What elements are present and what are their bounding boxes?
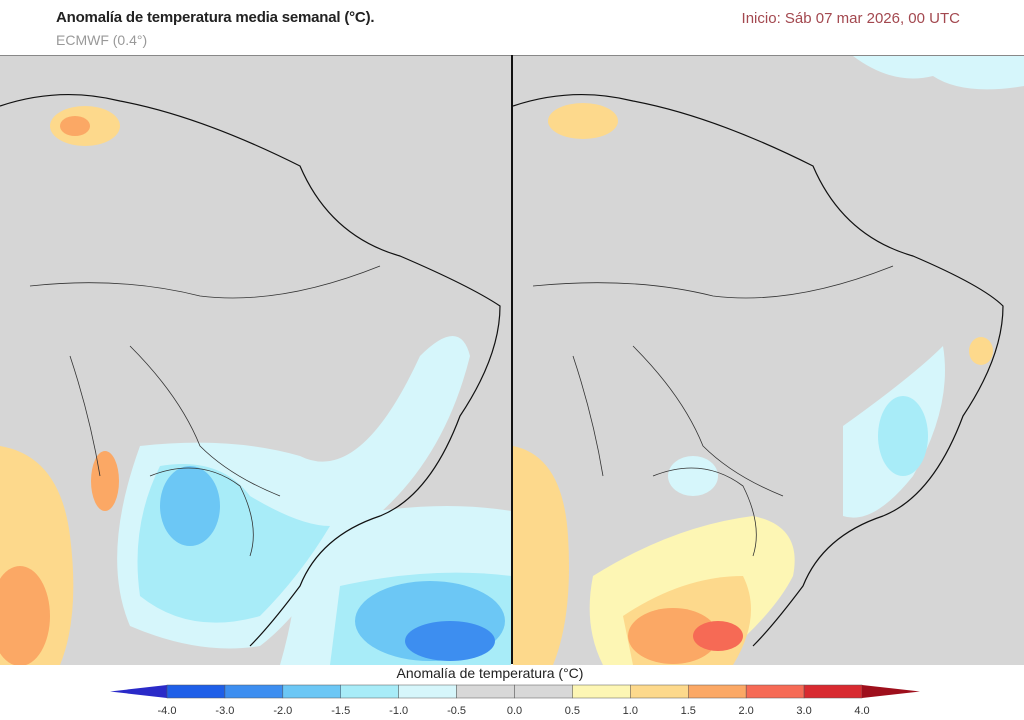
colorbar-tick-label: -3.0 [215, 705, 235, 717]
brazil-cool-core [878, 396, 928, 476]
map-left-svg [0, 93, 511, 665]
map-title: Anomalía de temperatura media semanal (°… [56, 9, 375, 26]
venezuela-warm-core [60, 116, 90, 136]
venezuela-warm [548, 103, 618, 139]
colorbar-bin [398, 684, 457, 699]
colorbar-bin [630, 684, 689, 699]
colorbar-over-arrow [862, 685, 920, 698]
borders [29, 265, 381, 557]
colorbar [110, 684, 920, 699]
coastline [0, 93, 501, 647]
colorbar-tick-label: -4.0 [157, 705, 177, 717]
colorbar-under-arrow [110, 685, 167, 698]
atlantic-cool-patch [853, 56, 1024, 90]
colorbar-tick-label: -1.0 [389, 705, 409, 717]
argentina-hot [628, 608, 718, 664]
ne-brazil-warm [969, 337, 993, 365]
colorbar-title: Anomalía de temperatura (°C) [396, 665, 584, 681]
map-panel-left [0, 55, 511, 665]
colorbar-bin [224, 684, 284, 699]
map-right-svg [513, 56, 1024, 665]
bolivia-cool [668, 456, 718, 496]
andes-warm [91, 451, 119, 511]
colorbar-tick-label: 2.0 [738, 705, 754, 717]
colorbar-tick-label: -2.0 [273, 705, 293, 717]
colorbar-bin [166, 684, 226, 699]
colorbar-bin [282, 684, 342, 699]
panel-divider [511, 55, 513, 664]
colorbar-tick-label: -0.5 [447, 705, 467, 717]
init-time: Inicio: Sáb 07 mar 2026, 00 UTC [741, 10, 960, 27]
colorbar-bin [340, 684, 399, 699]
colorbar-tick-label: 0.0 [506, 705, 523, 717]
model-label: ECMWF (0.4°) [56, 32, 148, 48]
uruguay-hot [693, 621, 743, 651]
borders [532, 265, 894, 557]
ocean-cool-strongest [405, 621, 495, 661]
colorbar-bin [745, 684, 805, 699]
map-panel-right [513, 55, 1024, 665]
coastline [513, 93, 1004, 647]
colorbar-tick-label: -1.5 [331, 705, 351, 717]
colorbar-bin [514, 684, 573, 699]
colorbar-bin [688, 684, 747, 699]
pacific-warm-core [0, 566, 50, 665]
colorbar-bin [456, 684, 515, 699]
colorbar-tick-label: 0.5 [564, 705, 581, 717]
paraguay-cool [160, 466, 220, 546]
colorbar-tick-label: 1.5 [680, 705, 696, 717]
colorbar-tick-label: 1.0 [622, 705, 638, 717]
colorbar-tick-label: 4.0 [854, 705, 870, 717]
colorbar-tick-label: 3.0 [796, 705, 812, 717]
pacific-warm [513, 446, 569, 665]
colorbar-bin [803, 684, 863, 699]
colorbar-bin [572, 684, 631, 699]
